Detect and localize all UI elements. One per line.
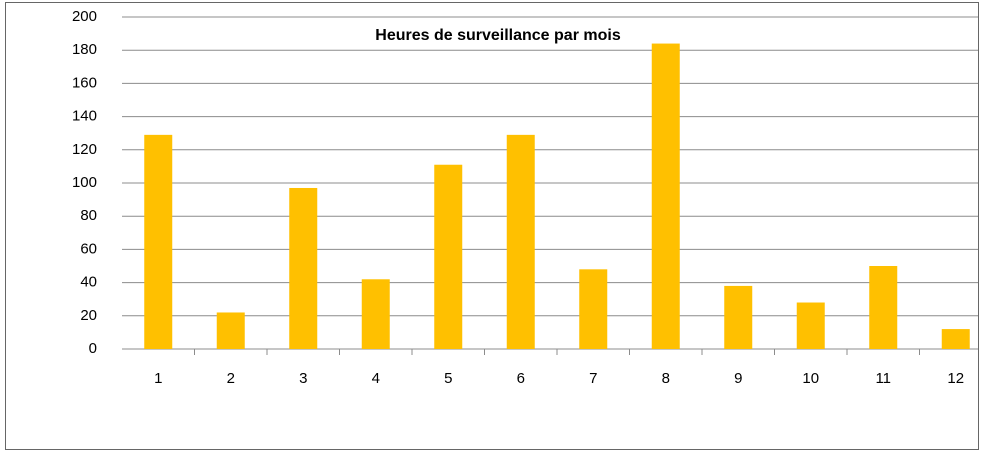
bar bbox=[216, 312, 245, 349]
x-tick-label: 3 bbox=[299, 370, 307, 387]
y-tick-label: 100 bbox=[72, 174, 97, 191]
x-tick-label: 1 bbox=[154, 370, 162, 387]
y-tick-label: 40 bbox=[80, 274, 97, 291]
bar bbox=[869, 266, 898, 349]
y-tick-label: 60 bbox=[80, 240, 97, 257]
bar bbox=[289, 187, 318, 349]
bar bbox=[434, 164, 463, 349]
y-tick-label: 0 bbox=[89, 340, 97, 357]
y-tick-label: 80 bbox=[80, 207, 97, 224]
bar bbox=[941, 329, 970, 349]
chart-title: Heures de surveillance par mois bbox=[375, 27, 621, 44]
x-tick-label: 12 bbox=[947, 370, 964, 387]
x-tick-label: 4 bbox=[372, 370, 380, 387]
y-tick-label: 160 bbox=[72, 74, 97, 91]
x-tick-label: 11 bbox=[875, 370, 891, 387]
y-tick-label: 120 bbox=[72, 141, 97, 158]
bar bbox=[506, 134, 535, 349]
bar bbox=[579, 269, 608, 349]
x-tick-label: 7 bbox=[589, 370, 597, 387]
chart-border bbox=[5, 2, 979, 450]
x-tick-label: 8 bbox=[662, 370, 670, 387]
bar bbox=[361, 279, 390, 349]
bar bbox=[724, 285, 753, 349]
x-tick-label: 9 bbox=[734, 370, 742, 387]
bar bbox=[144, 134, 173, 349]
y-tick-label: 200 bbox=[72, 8, 97, 25]
bar bbox=[796, 302, 825, 349]
bar bbox=[651, 43, 680, 350]
x-tick-label: 10 bbox=[802, 370, 819, 387]
y-tick-label: 140 bbox=[72, 108, 97, 125]
x-tick-label: 5 bbox=[444, 370, 452, 387]
x-tick-label: 2 bbox=[227, 370, 235, 387]
y-tick-label: 20 bbox=[80, 307, 97, 324]
x-tick-label: 6 bbox=[517, 370, 525, 387]
y-tick-label: 180 bbox=[72, 41, 97, 58]
